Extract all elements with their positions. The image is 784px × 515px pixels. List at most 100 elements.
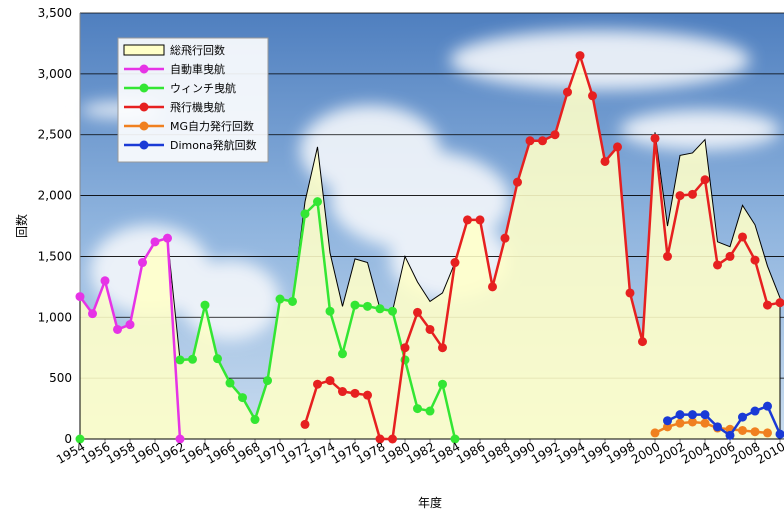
x-tick-label: 2010 <box>754 439 784 466</box>
point <box>775 298 784 308</box>
point <box>338 387 347 397</box>
point <box>413 404 422 414</box>
point <box>375 304 385 314</box>
point <box>713 422 722 432</box>
point <box>650 133 660 143</box>
point <box>638 337 647 347</box>
point <box>425 324 435 334</box>
y-tick-label: 1,000 <box>38 310 72 324</box>
x-axis-label: 年度 <box>418 495 442 510</box>
point <box>88 309 97 319</box>
point <box>175 434 185 444</box>
point <box>688 410 697 420</box>
point <box>313 197 322 207</box>
point <box>750 406 760 416</box>
point <box>525 136 535 146</box>
y-tick-label: 500 <box>49 371 72 385</box>
point <box>150 237 160 247</box>
point <box>588 91 597 101</box>
point <box>563 87 572 97</box>
point <box>600 156 610 166</box>
point <box>675 410 685 420</box>
point <box>75 292 85 302</box>
point <box>763 300 772 310</box>
point <box>688 189 697 199</box>
point <box>700 418 710 428</box>
point <box>663 251 672 261</box>
point <box>75 434 85 444</box>
point <box>450 434 460 444</box>
point <box>725 430 735 440</box>
point <box>688 417 697 427</box>
point <box>500 233 510 243</box>
point <box>775 429 784 439</box>
legend-label: ウィンチ曳航 <box>170 81 236 95</box>
line <box>666 404 782 438</box>
y-tick-label: 2,000 <box>38 189 72 203</box>
point <box>663 416 672 426</box>
y-tick-label: 1,500 <box>38 249 72 263</box>
point <box>350 300 360 310</box>
point <box>363 390 372 400</box>
point <box>100 276 110 286</box>
legend-marker <box>139 64 149 74</box>
legend-swatch <box>123 44 165 56</box>
point <box>375 434 385 444</box>
point <box>238 393 247 403</box>
point <box>625 288 635 298</box>
legend-marker <box>139 140 149 150</box>
point <box>138 258 147 268</box>
point <box>338 349 347 359</box>
point <box>163 233 172 243</box>
point <box>325 376 335 386</box>
y-axis-label: 回数 <box>14 214 29 238</box>
legend-label: 飛行機曳航 <box>170 100 225 114</box>
legend-label: MG自力発行回数 <box>170 119 254 133</box>
point <box>763 428 772 438</box>
legend-marker <box>139 102 149 112</box>
legend-marker <box>139 121 149 131</box>
y-tick-label: 3,000 <box>38 67 72 81</box>
point <box>350 388 360 398</box>
point <box>125 320 135 330</box>
point <box>300 419 310 429</box>
point <box>713 260 722 270</box>
point <box>538 136 547 146</box>
point <box>275 294 285 304</box>
point <box>175 355 185 365</box>
legend-label: 総飛行回数 <box>170 43 225 57</box>
legend-label: Dimona発航回数 <box>170 138 257 152</box>
point <box>300 209 310 219</box>
legend-marker <box>139 83 149 93</box>
point <box>325 306 335 316</box>
point <box>675 191 685 201</box>
point <box>738 425 747 435</box>
point <box>200 300 210 310</box>
point <box>463 215 472 225</box>
point <box>313 379 322 389</box>
y-tick-label: 0 <box>64 432 72 446</box>
point <box>613 142 622 152</box>
line <box>654 420 768 435</box>
point <box>550 130 560 140</box>
point <box>113 324 122 334</box>
point <box>738 412 747 422</box>
point <box>363 301 372 311</box>
point <box>513 177 522 187</box>
point <box>400 343 410 353</box>
point <box>650 428 660 438</box>
point <box>738 232 747 242</box>
point <box>750 255 760 265</box>
point <box>575 51 585 61</box>
point <box>750 427 760 437</box>
point <box>388 306 397 316</box>
point <box>763 401 772 411</box>
point <box>188 354 197 364</box>
point <box>438 379 447 389</box>
point <box>438 343 447 353</box>
legend-label: 自動車曳航 <box>170 62 225 76</box>
point <box>250 415 260 425</box>
point <box>288 296 297 306</box>
y-tick-label: 3,500 <box>38 6 72 20</box>
